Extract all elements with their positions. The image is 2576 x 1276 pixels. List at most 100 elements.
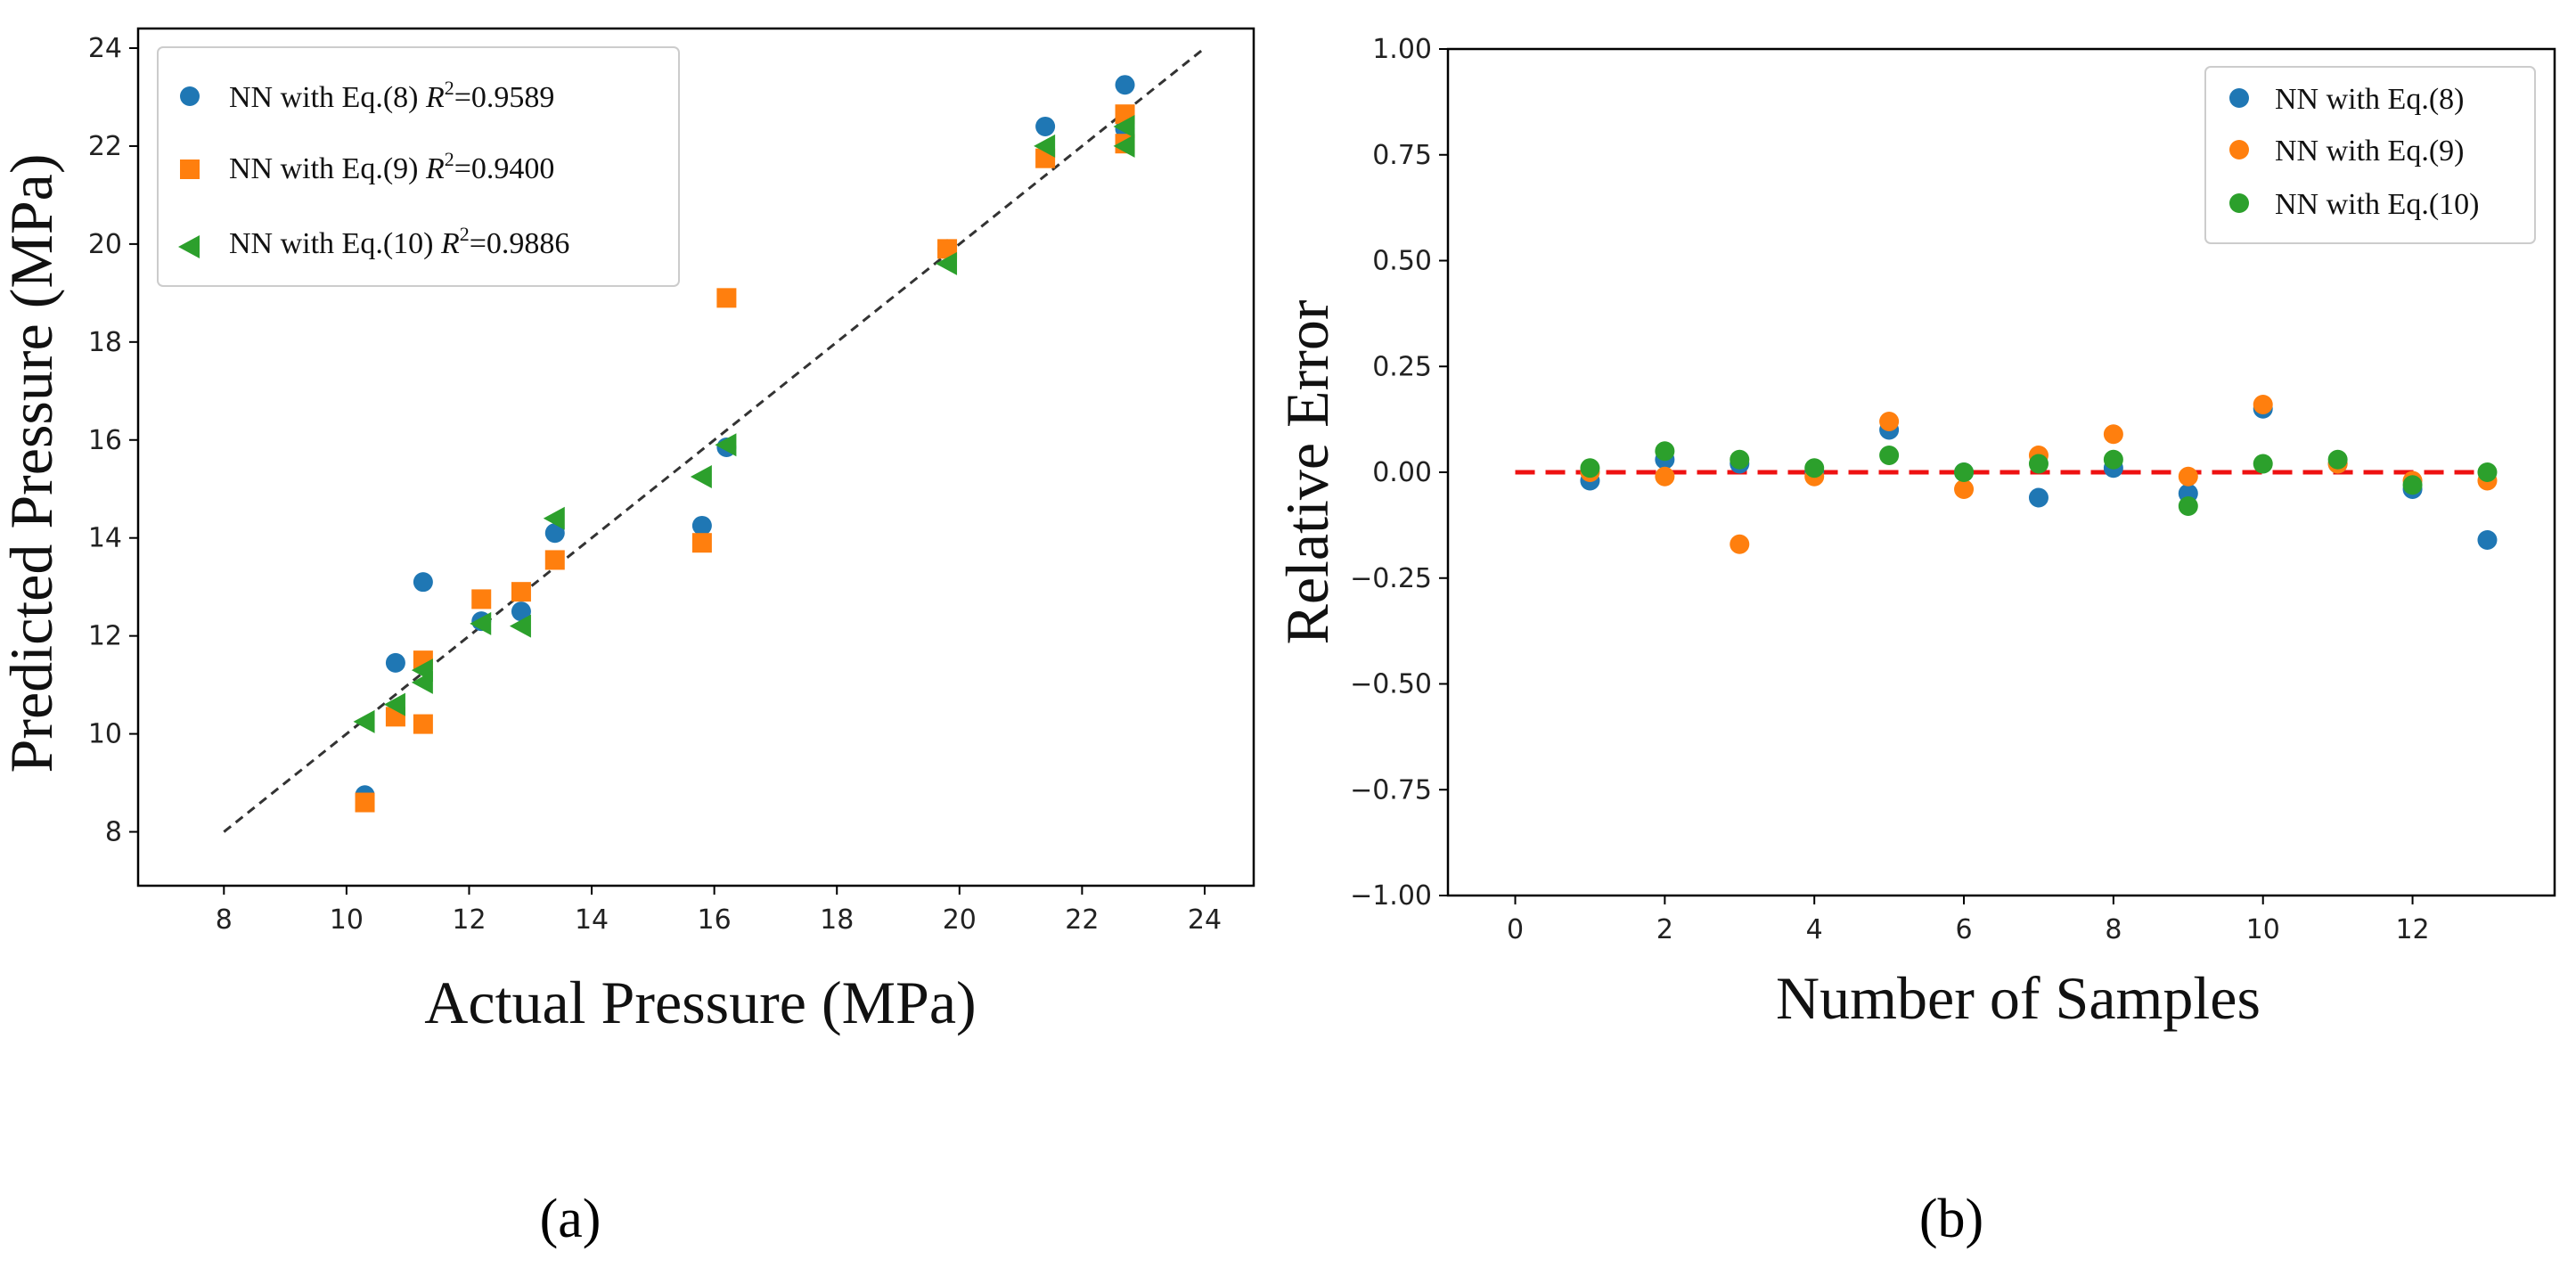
a-x-tick-label: 8 <box>216 904 233 936</box>
b-data-point <box>1730 449 1750 470</box>
b-data-point <box>2253 395 2273 414</box>
b-y-tick-label: 0.00 <box>1372 457 1432 488</box>
a-y-tick-label: 20 <box>88 229 122 260</box>
legend-a-eq10-marker <box>178 235 200 258</box>
panel-a-label: (a) <box>540 1189 601 1249</box>
a-data-point <box>544 550 565 570</box>
b-x-tick-label: 10 <box>2246 914 2280 945</box>
a-y-tick-label: 18 <box>88 327 122 358</box>
b-data-point <box>1655 441 1675 462</box>
panel-a-legend: NN with Eq.(8) R2=0.9589 NN with Eq.(9) … <box>157 46 680 287</box>
panel-b-label: (b) <box>1919 1189 1983 1249</box>
a-data-point <box>691 533 712 553</box>
legend-a-eq8: NN with Eq.(8) R2=0.9589 <box>229 77 554 114</box>
a-data-point <box>385 652 405 673</box>
a-x-tick-label: 12 <box>452 904 486 936</box>
a-data-point <box>470 611 492 635</box>
a-data-point <box>936 251 958 275</box>
panel-a-scatter-plot: 8 10 12 14 16 18 20 22 24 8 10 12 14 16 18 20 22 24 NN wi… <box>0 27 1255 1249</box>
panel-a-x-axis-label: Actual Pressure (MPa) <box>424 969 976 1036</box>
b-data-point <box>1580 458 1600 478</box>
b-y-tick-label: 0.50 <box>1372 246 1432 277</box>
a-data-point <box>353 709 375 733</box>
a-data-point <box>511 601 531 622</box>
legend-a-eq10: NN with Eq.(10) R2=0.9886 <box>229 223 569 260</box>
a-data-point <box>691 515 712 536</box>
a-data-point <box>511 582 531 602</box>
panel-b-legend-box <box>2204 66 2536 244</box>
panel-b-y-axis-label: Relative Error <box>1273 299 1341 644</box>
a-data-point <box>355 792 375 813</box>
panel-b-relative-error-plot: 0 2 4 6 8 10 12 1.00 0.75 0.50 0.25 0.00 −0.25 −0.50 −… <box>1273 34 2556 1249</box>
a-y-tick-label: 22 <box>88 131 122 162</box>
legend-b-eq8-marker <box>2229 88 2249 108</box>
b-y-tick-label: −1.00 <box>1350 880 1432 912</box>
a-x-tick-label: 14 <box>575 904 609 936</box>
legend-a-eq9-marker <box>180 160 200 179</box>
b-data-point <box>2477 530 2498 550</box>
a-y-tick-label: 10 <box>88 719 122 750</box>
b-data-point <box>2028 487 2049 508</box>
b-data-point <box>2253 454 2273 474</box>
legend-a-eq8-marker <box>180 86 200 106</box>
panel-b-x-axis-label: Number of Samples <box>1776 964 2261 1032</box>
b-data-point <box>2402 475 2423 495</box>
b-x-tick-label: 12 <box>2395 914 2429 945</box>
legend-b-eq10-marker <box>2229 193 2249 213</box>
a-x-tick-label: 24 <box>1188 904 1222 936</box>
a-data-point <box>716 288 737 308</box>
a-data-point <box>544 523 565 544</box>
b-x-tick-label: 2 <box>1656 914 1673 945</box>
a-series-2 <box>353 114 1135 733</box>
b-y-tick-label: 1.00 <box>1372 34 1432 65</box>
a-data-point <box>1113 114 1135 138</box>
panel-a-plot-frame <box>136 27 1255 887</box>
b-y-tick-label: −0.50 <box>1350 669 1432 700</box>
a-data-point <box>690 464 712 488</box>
a-x-tick-label: 22 <box>1065 904 1099 936</box>
b-series-2 <box>1580 441 2498 516</box>
a-data-point <box>1115 75 1135 95</box>
a-data-point <box>1113 134 1135 158</box>
a-data-point <box>413 572 433 593</box>
b-data-point <box>1954 479 1975 499</box>
b-x-tick-label: 8 <box>2105 914 2122 945</box>
b-data-point <box>2477 462 2498 482</box>
a-data-point <box>383 692 405 716</box>
b-data-point <box>2178 466 2198 487</box>
b-data-point <box>1655 466 1675 487</box>
a-data-point <box>471 589 492 609</box>
a-x-tick-label: 10 <box>330 904 364 936</box>
b-x-tick-label: 6 <box>1955 914 1972 945</box>
panel-a-y-axis-label: Predicted Pressure (MPa) <box>0 154 65 773</box>
b-y-tick-label: −0.75 <box>1350 774 1432 806</box>
b-data-point <box>1804 458 1825 478</box>
panel-b-legend: NN with Eq.(8) NN with Eq.(9) NN with Eq… <box>2204 66 2536 244</box>
b-x-tick-label: 4 <box>1806 914 1823 945</box>
b-data-point <box>1954 462 1975 482</box>
a-data-point <box>937 239 958 259</box>
legend-b-eq10: NN with Eq.(10) <box>2275 188 2479 221</box>
legend-b-eq9-marker <box>2229 140 2249 160</box>
a-y-tick-label: 16 <box>88 425 122 456</box>
a-x-tick-label: 18 <box>820 904 854 936</box>
legend-b-eq8: NN with Eq.(8) <box>2275 83 2464 116</box>
a-data-point <box>715 433 737 457</box>
a-y-tick-label: 12 <box>88 621 122 652</box>
a-y-tick-label: 8 <box>105 817 122 848</box>
legend-b-eq9: NN with Eq.(9) <box>2275 135 2464 168</box>
a-data-point <box>1035 116 1056 136</box>
a-data-point <box>543 506 565 530</box>
b-data-point <box>2103 449 2123 470</box>
b-y-tick-label: 0.25 <box>1372 351 1432 382</box>
b-data-point <box>2178 496 2198 516</box>
b-data-point <box>1730 534 1750 554</box>
a-data-point <box>509 614 531 638</box>
a-data-point <box>411 658 433 683</box>
a-y-tick-label: 14 <box>88 523 122 554</box>
a-data-point <box>1034 134 1056 158</box>
b-y-tick-label: 0.75 <box>1372 140 1432 171</box>
b-data-point <box>2327 449 2348 470</box>
b-data-point <box>1879 446 1900 465</box>
